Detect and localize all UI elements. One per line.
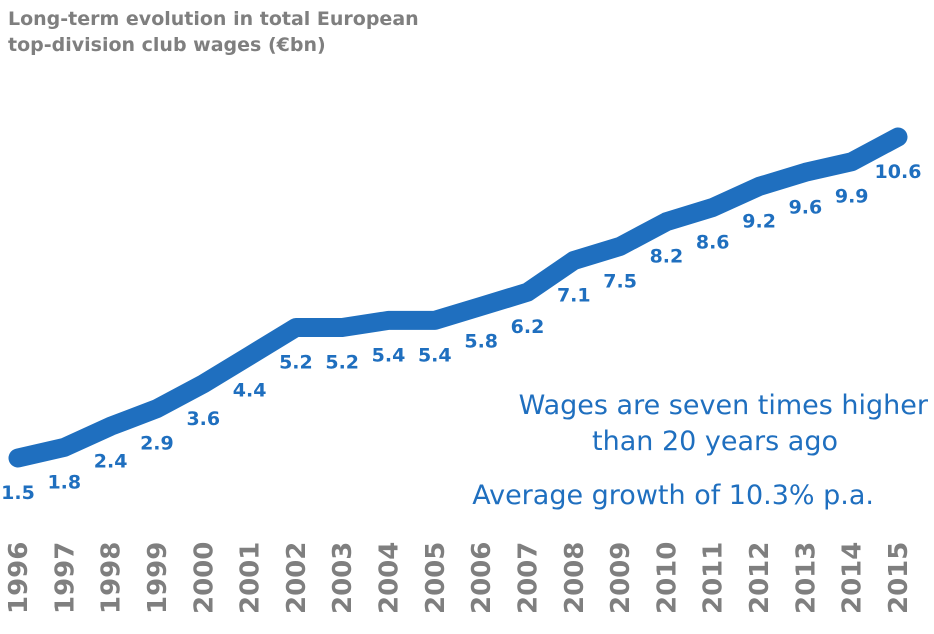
x-tick-label: 2000 (189, 542, 219, 614)
annotation-wages-seven-times: Wages are seven times higher (519, 390, 929, 421)
data-label: 3.6 (186, 408, 220, 430)
x-tick-label: 2005 (421, 542, 451, 614)
x-tick-label: 2014 (838, 542, 868, 614)
data-label: 6.2 (511, 316, 545, 338)
data-label: 7.1 (557, 285, 591, 307)
data-label: 9.9 (835, 186, 869, 208)
x-tick-label: 1997 (50, 542, 80, 614)
data-label: 2.4 (94, 450, 128, 472)
x-tick-label: 2002 (282, 542, 312, 614)
x-tick-label: 2015 (884, 542, 914, 614)
x-tick-label: 2001 (236, 542, 266, 614)
data-label: 5.2 (279, 352, 313, 374)
x-tick-label: 2008 (560, 542, 590, 614)
x-tick-label: 2010 (652, 542, 682, 614)
x-tick-label: 2012 (745, 542, 775, 614)
data-label: 7.5 (603, 270, 637, 292)
x-tick-label: 1999 (143, 542, 173, 614)
x-tick-label: 1998 (97, 542, 127, 614)
x-tick-label: 2007 (514, 542, 544, 614)
x-tick-label: 2013 (791, 542, 821, 614)
data-label: 9.6 (789, 196, 823, 218)
data-label: 5.4 (418, 344, 452, 366)
data-label: 8.2 (650, 246, 684, 268)
x-tick-label: 2006 (467, 542, 497, 614)
data-label: 9.2 (742, 210, 776, 232)
annotation-average-growth: Average growth of 10.3% p.a. (472, 480, 874, 511)
x-tick-label: 1996 (4, 542, 34, 614)
annotation-than-20-years: than 20 years ago (592, 426, 838, 457)
data-label: 5.2 (325, 352, 359, 374)
data-label: 1.5 (1, 482, 35, 504)
x-tick-label: 2004 (375, 542, 405, 614)
chart-title: Long-term evolution in total European to… (8, 8, 419, 56)
data-label: 4.4 (233, 380, 267, 402)
x-tick-label: 2011 (699, 542, 729, 614)
data-label: 2.9 (140, 433, 174, 455)
data-label: 10.6 (875, 161, 922, 183)
data-label: 5.8 (464, 330, 498, 352)
data-label: 1.8 (47, 471, 81, 493)
wages-series-line (8, 127, 908, 468)
x-tick-label: 2009 (606, 542, 636, 614)
data-label: 5.4 (372, 344, 406, 366)
data-label: 8.6 (696, 232, 730, 254)
x-tick-label: 2003 (328, 542, 358, 614)
